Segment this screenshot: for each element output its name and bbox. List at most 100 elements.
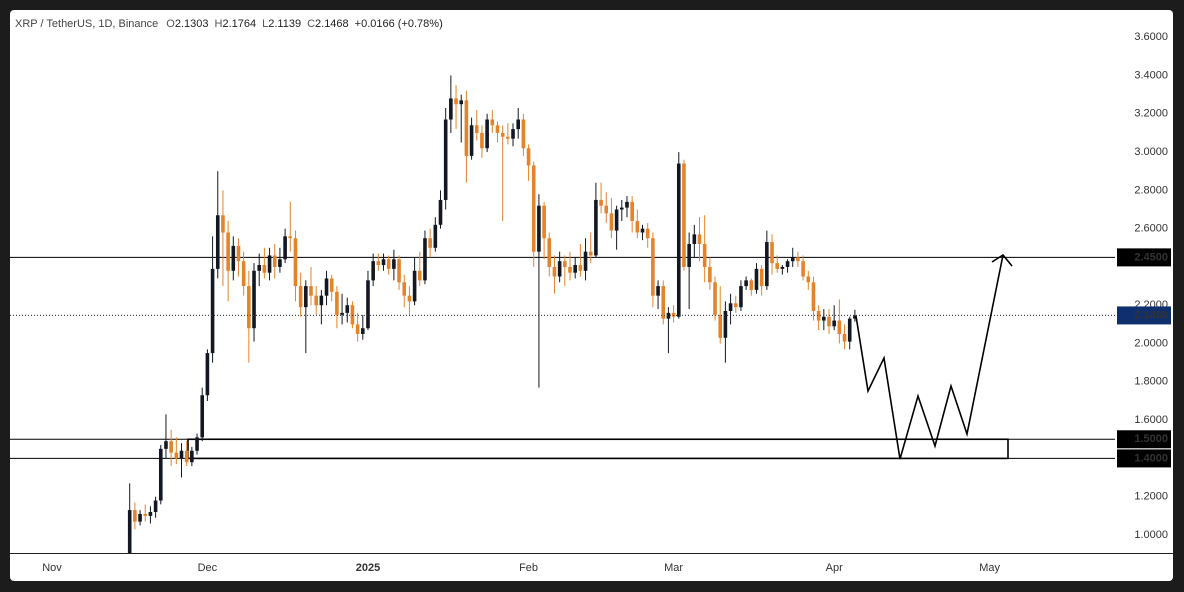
- candle-body: [236, 245, 241, 262]
- candle-body: [138, 513, 142, 522]
- candle-body: [785, 261, 790, 267]
- candle-body: [469, 125, 474, 156]
- candle-body: [454, 98, 458, 105]
- candle-body: [661, 286, 666, 319]
- y-tick-label: 1.2000: [1134, 491, 1168, 503]
- candle-body: [335, 291, 339, 315]
- candle-body: [288, 236, 293, 239]
- candle-body: [671, 312, 676, 317]
- candle-body: [847, 318, 852, 342]
- candle-body: [257, 265, 261, 271]
- candle-body: [542, 205, 546, 239]
- ohlc-value: 2.1764: [222, 18, 256, 30]
- candle-body: [283, 236, 287, 260]
- zone-box: [187, 438, 1009, 460]
- candle-body: [392, 259, 396, 269]
- candle-body: [350, 305, 355, 325]
- candle-body: [174, 452, 179, 459]
- price-label-box: [1117, 306, 1171, 325]
- candle-body: [718, 314, 723, 338]
- candle-body: [480, 132, 484, 149]
- candle-body: [423, 238, 427, 281]
- ohlc-value: 2.1303: [175, 18, 209, 30]
- candle-body: [200, 395, 205, 438]
- price-label: 1.5000: [1134, 433, 1168, 445]
- candle-body: [366, 280, 370, 329]
- candle-body: [464, 100, 469, 156]
- y-tick-label: 3.0000: [1134, 146, 1168, 158]
- y-tick-label: 1.0000: [1134, 529, 1168, 541]
- price-label-box: [1117, 248, 1171, 267]
- x-tick-label: Nov: [42, 562, 62, 574]
- candle-body: [143, 513, 148, 516]
- candle-body: [506, 136, 510, 139]
- candle-body: [599, 199, 603, 206]
- price-axis: 1.00001.20001.60001.80002.00002.20002.60…: [42, 31, 1171, 574]
- candle-body: [516, 119, 520, 130]
- candle-body: [702, 243, 707, 267]
- candle-body: [531, 165, 536, 252]
- x-tick-label: Apr: [826, 562, 843, 574]
- candle-body: [397, 259, 401, 283]
- candle-body: [676, 163, 681, 317]
- candle-body: [708, 266, 712, 283]
- candle-body: [557, 261, 562, 277]
- candle-body: [184, 450, 189, 463]
- candle-body: [355, 324, 360, 334]
- candle-body: [811, 282, 816, 311]
- candle-body: [262, 265, 267, 273]
- candle-body: [371, 261, 375, 281]
- candle-body: [759, 268, 764, 287]
- candle-body: [625, 201, 629, 208]
- candle-body: [775, 263, 779, 269]
- candle-body: [594, 199, 598, 256]
- price-label: 2.1468: [1134, 309, 1168, 321]
- candle-body: [148, 512, 153, 516]
- candle-body: [304, 286, 308, 308]
- candle-body: [221, 215, 225, 233]
- candle-body: [656, 286, 660, 296]
- price-label-box: [1117, 449, 1171, 468]
- candle-body: [329, 278, 334, 292]
- candle-body: [511, 129, 515, 139]
- candle-body: [568, 266, 572, 273]
- candle-body: [728, 303, 733, 311]
- candle-body: [609, 213, 614, 231]
- price-label: 1.4000: [1134, 452, 1168, 464]
- candle-body: [386, 259, 391, 269]
- candle-body: [402, 282, 407, 296]
- candle-body: [500, 132, 505, 137]
- candle-body: [133, 510, 137, 522]
- candle-body: [526, 148, 531, 166]
- candle-body: [744, 280, 748, 287]
- candle-body: [407, 295, 412, 302]
- x-tick-label: Dec: [198, 562, 218, 574]
- candle-body: [801, 261, 805, 277]
- candle-body: [796, 257, 800, 262]
- candle-body: [485, 119, 489, 149]
- candle-body: [210, 268, 215, 354]
- y-tick-label: 2.8000: [1134, 184, 1168, 196]
- candle-body: [713, 282, 717, 315]
- candle-body: [495, 125, 500, 133]
- projection-drawing: [855, 253, 1013, 460]
- candle-body: [780, 266, 785, 269]
- candle-body: [340, 312, 344, 315]
- y-tick-label: 3.4000: [1134, 69, 1168, 81]
- candle-body: [272, 255, 277, 267]
- candle-body: [578, 265, 583, 271]
- candle-body: [822, 316, 826, 321]
- header-text: XRP / TetherUS, 1D, Binance O2.1303 H2.176…: [15, 18, 443, 30]
- candle-body: [739, 286, 743, 308]
- candle-body: [832, 320, 836, 327]
- candle-body: [428, 238, 432, 248]
- ohlc-label: L: [262, 18, 268, 30]
- candle-body: [433, 224, 438, 248]
- candle-body: [749, 280, 754, 290]
- candle-body: [635, 220, 640, 233]
- y-tick-label: 1.6000: [1134, 414, 1168, 426]
- y-tick-label: 2.0000: [1134, 337, 1168, 349]
- candle-body: [247, 286, 251, 329]
